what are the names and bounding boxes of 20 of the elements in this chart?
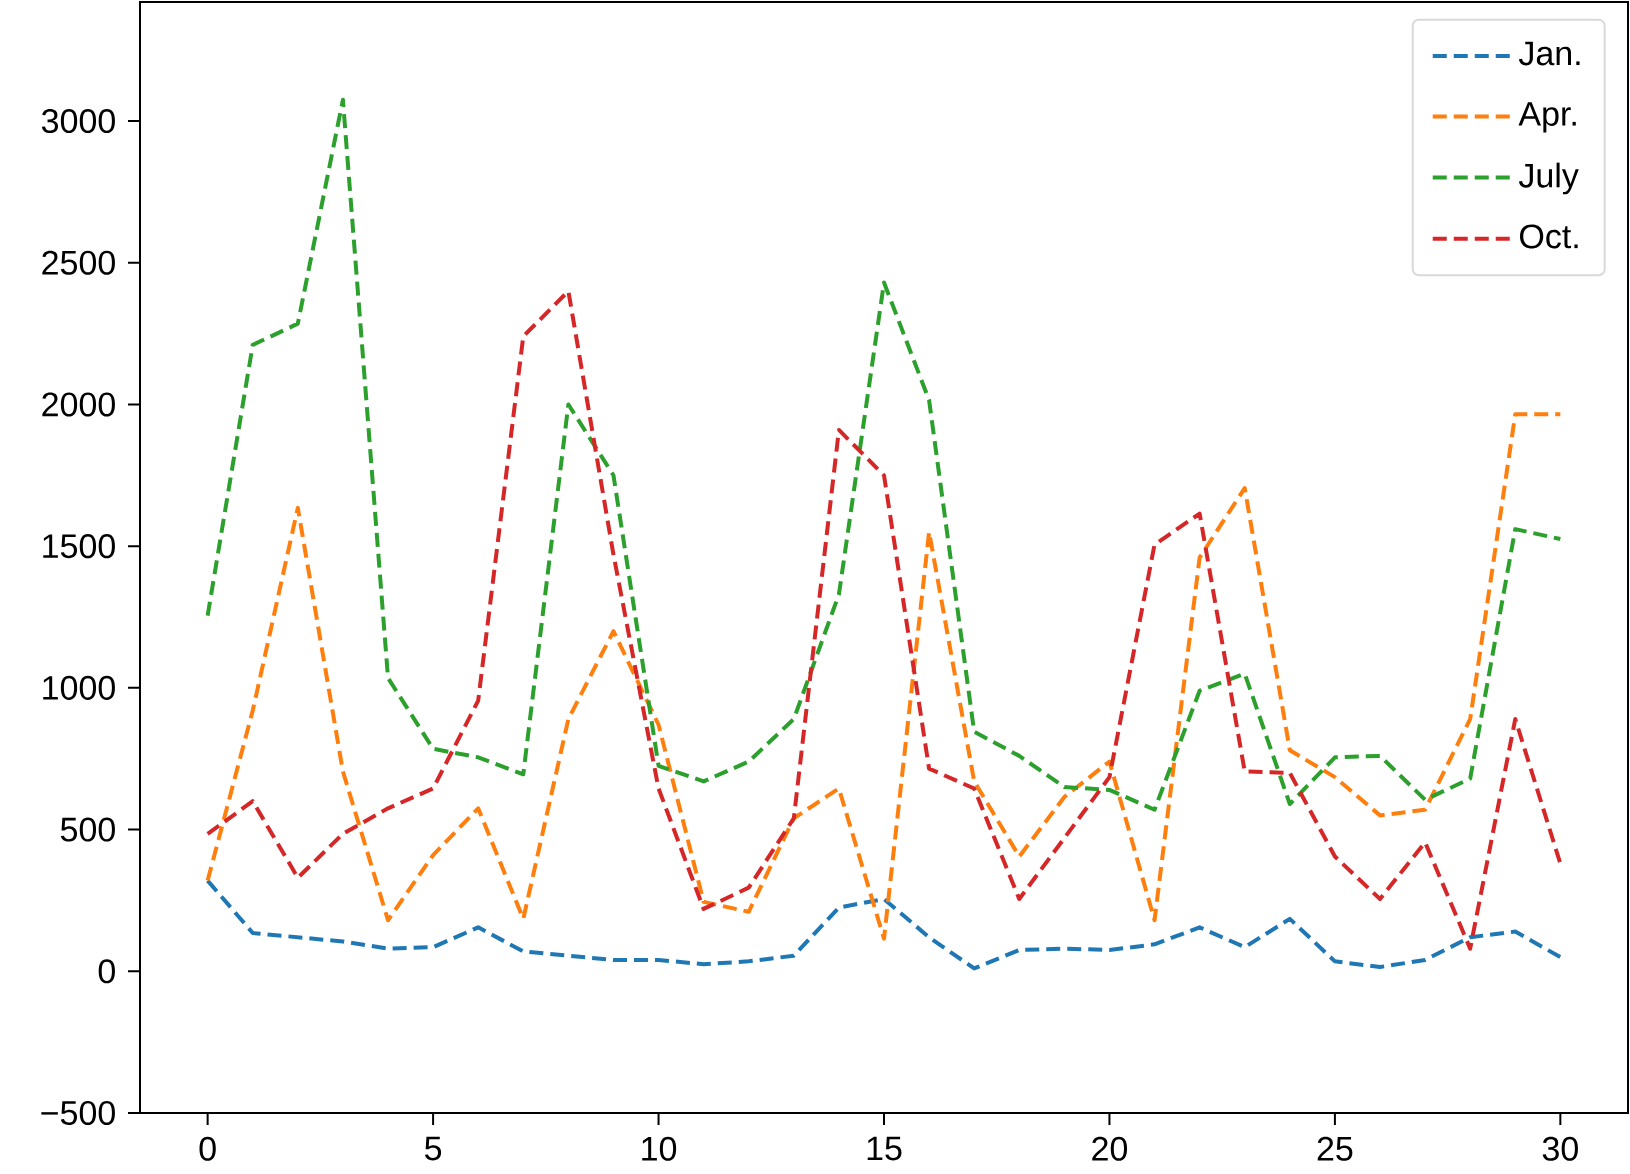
line-series — [205, 412, 1563, 941]
legend-label: Jan. — [1518, 41, 1580, 66]
legend-label: Oct. — [1520, 224, 1578, 249]
legend-label: Apr. — [1518, 102, 1576, 133]
x-tick-label: 20 — [1092, 1136, 1128, 1161]
y-tick-label: 3000 — [41, 108, 115, 134]
legend-label: July — [1518, 162, 1579, 195]
y-tick-label: 1500 — [43, 534, 115, 559]
y-tick-label: 1000 — [43, 675, 115, 700]
y-tick-label: 2500 — [42, 250, 115, 275]
y-tick-label: −500 — [41, 1100, 115, 1126]
x-tick-label: 25 — [1317, 1136, 1353, 1161]
y-tick-label: 500 — [60, 817, 115, 842]
x-tick-label: 15 — [867, 1136, 902, 1161]
x-tick-label: 5 — [424, 1136, 442, 1161]
y-tick-label: 0 — [98, 959, 115, 984]
x-tick-label: 0 — [199, 1136, 216, 1161]
y-tick-label: 2000 — [42, 392, 115, 417]
x-tick-label: 30 — [1542, 1136, 1578, 1161]
x-tick-label: 10 — [642, 1136, 677, 1161]
